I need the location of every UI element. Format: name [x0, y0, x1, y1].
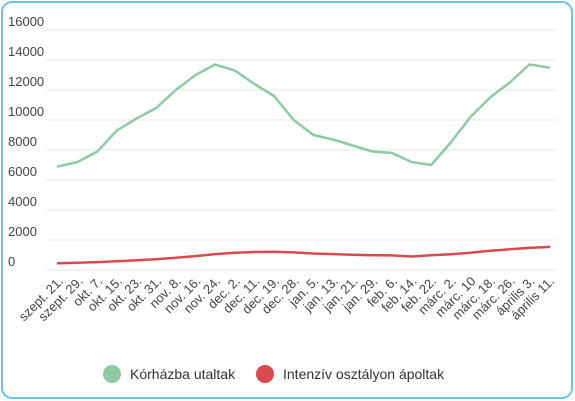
gridlines — [46, 29, 556, 271]
y-tick-label: 10000 — [8, 104, 44, 119]
legend-label-hospitalized: Kórházba utaltak — [130, 366, 236, 382]
legend: Kórházba utaltak Intenzív osztályon ápol… — [103, 365, 445, 383]
y-tick-label: 2000 — [8, 224, 37, 239]
y-tick-label: 4000 — [8, 194, 37, 209]
series-lines — [56, 63, 551, 265]
legend-item-icu[interactable]: Intenzív osztályon ápoltak — [256, 365, 445, 383]
y-tick-label: 8000 — [8, 134, 37, 149]
y-axis: 0 2000 4000 6000 8000 10000 12000 14000 16000 — [8, 14, 44, 269]
y-tick-label: 16000 — [8, 14, 44, 29]
legend-marker-icu — [256, 365, 274, 383]
legend-item-hospitalized[interactable]: Kórházba utaltak — [103, 365, 236, 383]
legend-label-icu: Intenzív osztályon ápoltak — [283, 366, 445, 382]
y-tick-label: 14000 — [8, 44, 44, 59]
y-tick-label: 6000 — [8, 164, 37, 179]
series-line-icu — [56, 245, 551, 265]
series-line-hospitalized — [56, 63, 551, 168]
legend-marker-hospitalized — [103, 365, 121, 383]
y-tick-label: 0 — [8, 254, 15, 269]
y-tick-label: 12000 — [8, 74, 44, 89]
